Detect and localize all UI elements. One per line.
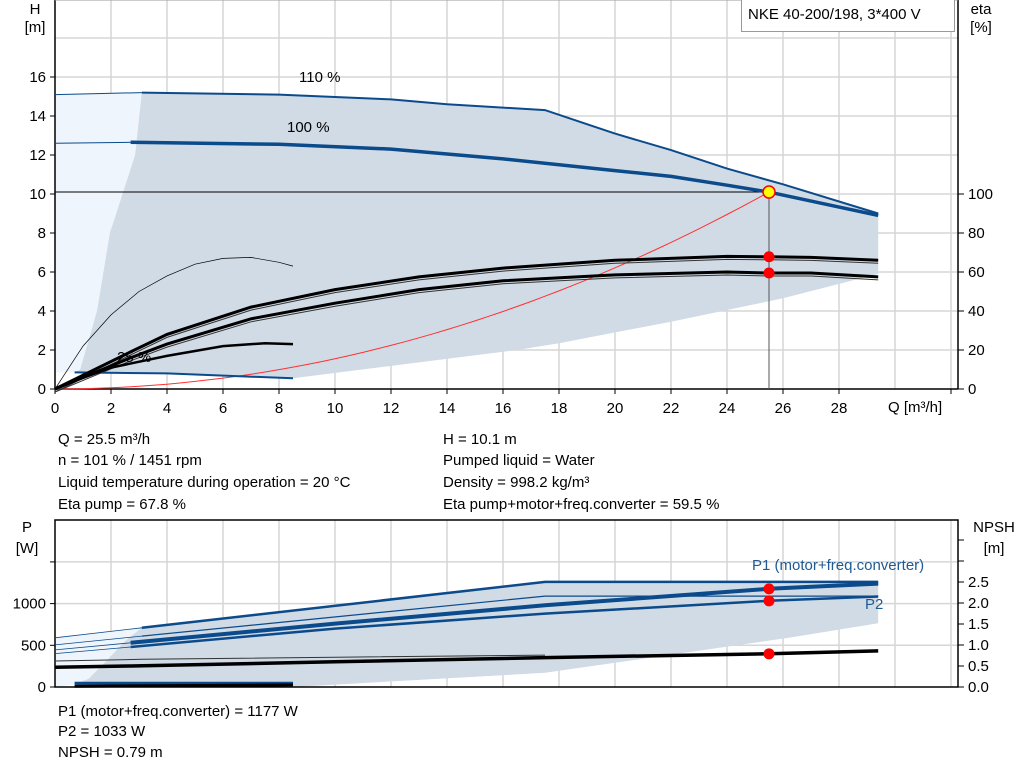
eta-pump-duty-point [763, 251, 775, 263]
eta-curve-min [54, 257, 294, 390]
power-curve-extension [54, 646, 131, 654]
y2-tick-label: 20 [968, 342, 985, 359]
x-tick-label: 18 [551, 400, 568, 417]
head-curve-extension [54, 141, 131, 144]
info-q: Q = 25.5 m³/h [58, 431, 151, 448]
y2-tick-label: 0.5 [968, 658, 989, 675]
y2-tick-label: 80 [968, 225, 985, 242]
duty-point [762, 185, 776, 199]
y2-axis-unit-eta: [%] [970, 19, 992, 36]
operating-area [74, 581, 879, 687]
info-npsh: NPSH = 0.79 m [58, 744, 163, 761]
y2-axis-label-eta: eta [970, 1, 992, 18]
x-tick-label: 22 [663, 400, 680, 417]
y-tick-label: 1000 [13, 596, 46, 613]
power-curve [141, 580, 879, 630]
y-tick-label: 12 [29, 147, 46, 164]
y2-tick-label: 0 [968, 381, 976, 398]
x-tick-label: 10 [327, 400, 344, 417]
curve-label-p1: P1 (motor+freq.converter) [752, 557, 925, 574]
y-tick-label: 6 [38, 264, 46, 281]
y-axis-unit-p: [W] [15, 540, 39, 557]
y2-tick-label: 2.5 [968, 574, 989, 591]
y2-axis-unit-npsh: [m] [983, 540, 1005, 557]
power-curve [130, 581, 879, 645]
x-tick-label: 16 [495, 400, 512, 417]
operating-area [74, 92, 879, 379]
y2-tick-label: 1.0 [968, 637, 989, 654]
y-tick-label: 500 [21, 637, 46, 654]
eta-total-duty-point [763, 267, 775, 279]
x-tick-label: 14 [439, 400, 456, 417]
info-n: n = 101 % / 1451 rpm [58, 452, 202, 469]
info-temp: Liquid temperature during operation = 20… [58, 474, 351, 491]
eta-curve-thin [54, 258, 879, 393]
eta-curve-25 [68, 341, 294, 385]
npsh-curve-110 [54, 654, 546, 662]
p1-duty-point [763, 583, 775, 595]
power-curve-extension [54, 627, 142, 639]
info-p1: P1 (motor+freq.converter) = 1177 W [58, 703, 298, 720]
eta-curve-thin [54, 274, 879, 393]
x-tick-label: 2 [107, 400, 115, 417]
y2-axis-label-npsh: NPSH [973, 519, 1015, 536]
eta-curve [54, 270, 879, 391]
x-tick-label: 20 [607, 400, 624, 417]
x-tick-label: 28 [831, 400, 848, 417]
info-eta-pump: Eta pump = 67.8 % [58, 496, 186, 513]
power-curve [130, 595, 879, 649]
y-tick-label: 14 [29, 108, 46, 125]
curve-label-100: 100 % [287, 119, 330, 136]
npsh-curve-25 [74, 683, 294, 688]
power-curve-extension [54, 635, 142, 646]
y2-tick-label: 100 [968, 186, 993, 203]
power-curve-extension [54, 642, 131, 651]
light-area [55, 92, 142, 373]
info-eta-total: Eta pump+motor+freq.converter = 59.5 % [443, 496, 720, 513]
x-tick-label: 12 [383, 400, 400, 417]
y-axis-unit-h: [m] [24, 19, 46, 36]
y-tick-label: 4 [38, 303, 46, 320]
x-axis-label: Q [m³/h] [888, 399, 943, 416]
x-tick-label: 8 [275, 400, 283, 417]
curve-label-p2: P2 [865, 596, 884, 613]
head-curve-110 [141, 91, 879, 215]
x-tick-label: 26 [775, 400, 792, 417]
npsh-curve [54, 649, 879, 670]
y-tick-label: 2 [38, 342, 46, 359]
y2-tick-label: 40 [968, 303, 985, 320]
p2-duty-point [763, 595, 775, 607]
curve-label-110: 110 % [299, 69, 341, 86]
y-tick-label: 10 [29, 186, 46, 203]
x-tick-label: 24 [719, 400, 736, 417]
head-curve-extension [54, 92, 142, 96]
info-density: Density = 998.2 kg/m³ [443, 474, 590, 491]
y-axis-label-h: H [29, 1, 41, 18]
curve-label-25: 25 % [117, 349, 152, 366]
y-tick-label: 16 [29, 69, 46, 86]
y-tick-label: 0 [38, 679, 46, 696]
y-tick-label: 0 [38, 381, 46, 398]
x-tick-label: 4 [163, 400, 171, 417]
system-curve [54, 191, 770, 390]
head-curve-100 [130, 140, 879, 218]
head-curve-25 [74, 371, 294, 380]
y-axis-label-p: P [21, 519, 32, 536]
info-p2: P2 = 1033 W [58, 723, 146, 740]
eta-curve [54, 254, 879, 391]
npsh-duty-point [763, 648, 775, 660]
y2-tick-label: 2.0 [968, 595, 989, 612]
chart-title: NKE 40-200/198, 3*400 V [741, 0, 955, 32]
y2-tick-label: 60 [968, 264, 985, 281]
y-tick-label: 8 [38, 225, 46, 242]
y2-tick-label: 1.5 [968, 616, 989, 633]
x-tick-label: 6 [219, 400, 227, 417]
y2-tick-label: 0.0 [968, 679, 989, 696]
info-liquid: Pumped liquid = Water [443, 452, 595, 469]
info-h: H = 10.1 m [443, 431, 517, 448]
x-tick-label: 0 [51, 400, 59, 417]
